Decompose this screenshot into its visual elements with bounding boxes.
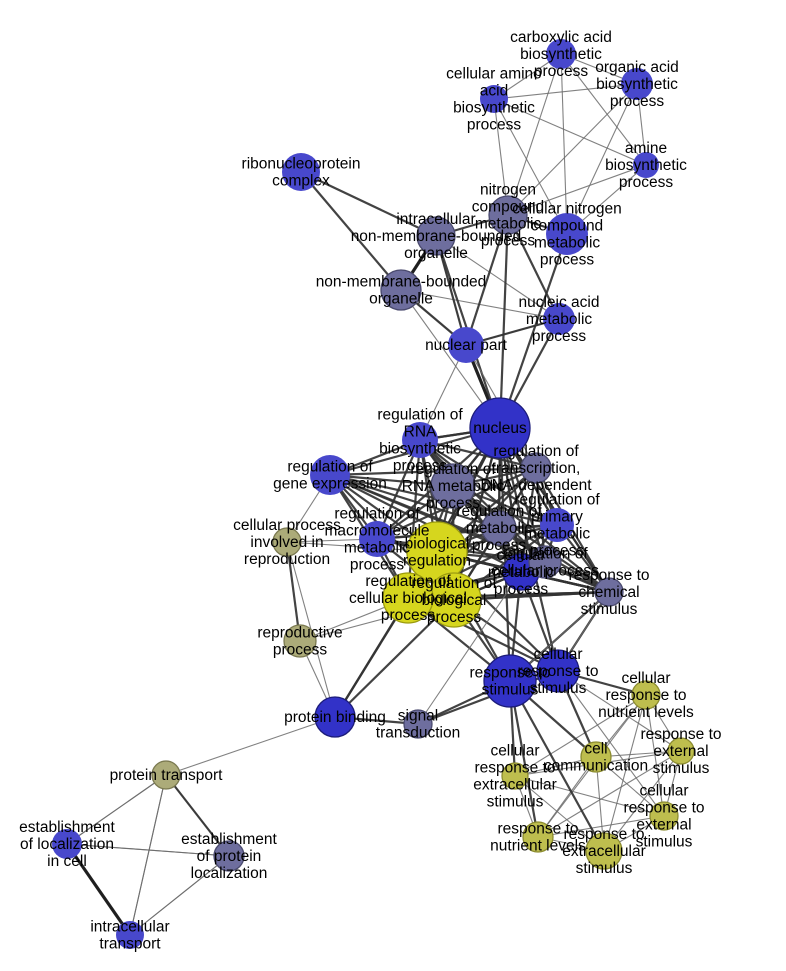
svg-text:stimulus: stimulus (487, 794, 544, 811)
svg-text:intracellular: intracellular (396, 211, 475, 228)
svg-text:stimulus: stimulus (576, 860, 633, 877)
svg-text:response to: response to (564, 826, 645, 843)
svg-text:metabolic: metabolic (526, 311, 593, 328)
svg-text:response to: response to (624, 800, 705, 817)
svg-text:biological: biological (405, 536, 470, 553)
svg-text:gene expression: gene expression (273, 476, 387, 493)
svg-text:process: process (610, 93, 665, 110)
svg-text:regulation: regulation (403, 553, 471, 570)
svg-text:establishment: establishment (19, 819, 115, 836)
svg-text:protein transport: protein transport (110, 767, 224, 784)
svg-text:nutrient levels: nutrient levels (598, 704, 694, 721)
svg-text:signal: signal (398, 708, 439, 725)
svg-text:stimulus: stimulus (653, 760, 710, 777)
svg-text:nuclear part: nuclear part (425, 337, 508, 354)
svg-text:compound: compound (531, 218, 603, 235)
svg-text:carboxylic acid: carboxylic acid (510, 29, 612, 46)
svg-text:extracellular: extracellular (562, 843, 646, 860)
svg-text:process: process (619, 174, 674, 191)
svg-text:protein binding: protein binding (284, 709, 386, 726)
svg-text:process: process (467, 117, 522, 134)
svg-text:external: external (653, 743, 708, 760)
svg-text:organelle: organelle (404, 245, 468, 262)
svg-text:non-membrane-bounded: non-membrane-bounded (316, 274, 487, 291)
svg-text:RNA: RNA (404, 424, 437, 441)
svg-text:of localization: of localization (20, 836, 114, 853)
svg-text:process: process (381, 607, 436, 624)
svg-text:biosynthetic: biosynthetic (596, 76, 678, 93)
svg-text:process: process (350, 557, 405, 574)
svg-text:non-membrane-bounded: non-membrane-bounded (351, 228, 522, 245)
svg-text:complex: complex (272, 173, 330, 190)
svg-text:metabolic: metabolic (534, 235, 601, 252)
svg-text:regulation of: regulation of (287, 459, 373, 476)
svg-text:biosynthetic: biosynthetic (453, 100, 535, 117)
svg-text:acid: acid (480, 83, 508, 100)
svg-text:transcription,: transcription, (492, 460, 581, 477)
svg-text:biosynthetic: biosynthetic (520, 46, 602, 63)
svg-text:biosynthetic: biosynthetic (379, 441, 461, 458)
svg-text:regulation of: regulation of (334, 506, 420, 523)
svg-text:reproductive: reproductive (257, 625, 342, 642)
svg-text:process: process (540, 252, 595, 269)
svg-text:regulation of: regulation of (502, 546, 588, 563)
svg-text:nitrogen: nitrogen (480, 182, 536, 199)
svg-text:chemical: chemical (578, 584, 639, 601)
svg-text:stimulus: stimulus (581, 601, 638, 618)
svg-text:cellular: cellular (639, 783, 688, 800)
svg-text:extracellular: extracellular (473, 777, 557, 794)
svg-text:intracellular: intracellular (90, 919, 169, 936)
svg-text:regulation of: regulation of (493, 443, 579, 460)
svg-text:cellular: cellular (490, 743, 539, 760)
svg-text:cellular: cellular (621, 670, 670, 687)
svg-text:regulation of: regulation of (377, 407, 463, 424)
svg-text:cellular biological: cellular biological (349, 590, 467, 607)
svg-text:localization: localization (191, 865, 268, 882)
svg-text:regulation of: regulation of (410, 461, 496, 478)
svg-text:communication: communication (544, 758, 648, 775)
svg-text:external: external (636, 817, 691, 834)
svg-text:ribonucleoprotein: ribonucleoprotein (242, 156, 361, 173)
svg-text:response to: response to (569, 567, 650, 584)
svg-text:cell: cell (584, 741, 607, 758)
svg-text:amine: amine (625, 140, 667, 157)
svg-text:cellular amino: cellular amino (446, 66, 542, 83)
svg-text:establishment: establishment (181, 831, 277, 848)
svg-text:response to: response to (641, 726, 722, 743)
svg-text:organic acid: organic acid (595, 59, 679, 76)
svg-text:nucleus: nucleus (473, 420, 527, 437)
svg-text:response to: response to (518, 663, 599, 680)
svg-text:transport: transport (99, 936, 161, 953)
svg-text:process: process (532, 328, 587, 345)
svg-text:transduction: transduction (376, 725, 460, 742)
svg-text:metabolic: metabolic (344, 540, 411, 557)
svg-text:metabolic: metabolic (466, 520, 533, 537)
svg-text:response to: response to (475, 760, 556, 777)
svg-text:process: process (273, 642, 328, 659)
svg-text:regulation of: regulation of (365, 573, 451, 590)
svg-text:cellular: cellular (533, 646, 582, 663)
svg-text:in cell: in cell (47, 853, 87, 870)
svg-text:compound: compound (472, 199, 544, 216)
svg-text:involved in: involved in (250, 534, 323, 551)
svg-text:process: process (494, 581, 549, 598)
svg-text:regulation of: regulation of (514, 492, 600, 509)
svg-text:stimulus: stimulus (636, 834, 693, 851)
svg-text:metabolic: metabolic (524, 526, 591, 543)
svg-text:primary: primary (531, 509, 583, 526)
svg-text:biosynthetic: biosynthetic (605, 157, 687, 174)
svg-text:nucleic acid: nucleic acid (519, 294, 600, 311)
svg-text:process: process (534, 63, 589, 80)
svg-text:reproduction: reproduction (244, 551, 330, 568)
svg-text:response to: response to (606, 687, 687, 704)
svg-text:cellular process: cellular process (233, 517, 341, 534)
svg-text:of protein: of protein (197, 848, 262, 865)
svg-text:stimulus: stimulus (530, 680, 587, 697)
svg-text:organelle: organelle (369, 291, 433, 308)
